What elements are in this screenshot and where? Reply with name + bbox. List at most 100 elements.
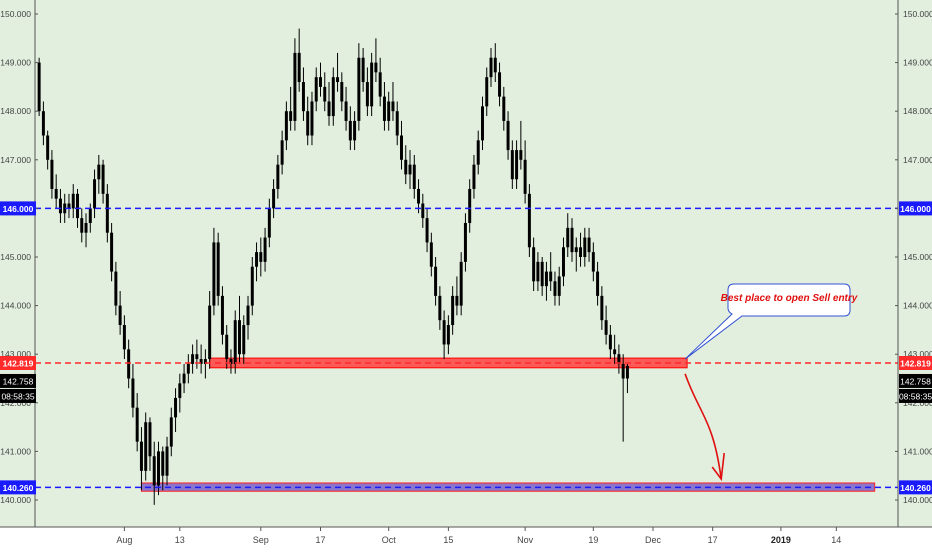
candle-body bbox=[272, 188, 276, 209]
level-lines bbox=[35, 207, 898, 489]
candle-body bbox=[625, 365, 629, 379]
candle-body bbox=[493, 57, 497, 73]
level-badge-right-text: 140.260 bbox=[900, 483, 931, 493]
candle-body bbox=[370, 62, 374, 107]
candle-body bbox=[93, 179, 97, 209]
candle-body bbox=[387, 101, 391, 121]
y-tick-label: 148.000 bbox=[903, 106, 932, 116]
candle-body bbox=[331, 77, 335, 117]
candle-body bbox=[250, 266, 254, 306]
candle-body bbox=[553, 281, 557, 296]
x-tick-label: 13 bbox=[175, 535, 185, 545]
candle-body bbox=[425, 218, 429, 243]
candle-body bbox=[549, 271, 553, 282]
bottom-axis-panel bbox=[0, 527, 932, 550]
candle-body bbox=[357, 57, 361, 121]
candle-body bbox=[608, 334, 612, 350]
candle-body bbox=[169, 417, 173, 447]
x-tick-label: 19 bbox=[588, 535, 598, 545]
candle-body bbox=[80, 218, 84, 233]
candle-body bbox=[613, 349, 617, 355]
candle-body bbox=[110, 232, 114, 272]
candle-body bbox=[617, 354, 621, 364]
candle-body bbox=[527, 193, 531, 248]
countdown-badge bbox=[0, 388, 36, 403]
candle-body bbox=[118, 305, 122, 326]
x-tick-label: Nov bbox=[517, 535, 534, 545]
candle-body bbox=[365, 82, 369, 107]
y-tick-label: 141.000 bbox=[0, 446, 31, 456]
candle-body bbox=[58, 198, 62, 214]
candle-body bbox=[127, 349, 131, 379]
level-badge-right bbox=[899, 355, 932, 370]
y-tick-label: 144.000 bbox=[903, 301, 932, 311]
candle-body bbox=[570, 227, 574, 253]
candle-body bbox=[148, 422, 152, 457]
x-tick-label: Aug bbox=[116, 535, 132, 545]
candle-body bbox=[238, 320, 241, 355]
y-tick-label: 144.000 bbox=[0, 301, 31, 311]
candle-body bbox=[463, 222, 467, 262]
candle-body bbox=[144, 422, 148, 471]
x-tick-label: 17 bbox=[708, 535, 718, 545]
candle-body bbox=[135, 407, 139, 442]
y-tick-label: 149.000 bbox=[0, 58, 31, 68]
candle-body bbox=[306, 111, 310, 136]
candle-body bbox=[212, 242, 216, 306]
candle-body bbox=[301, 82, 305, 112]
price-labels: 146.000 146.000 142.819 142.819 140.260 140.2… bbox=[0, 201, 932, 495]
candle-body bbox=[523, 159, 527, 194]
candle-body bbox=[208, 305, 212, 360]
callout-text: Best place to open Sell entry bbox=[721, 293, 858, 304]
candle-body bbox=[327, 101, 331, 117]
candle-body bbox=[259, 252, 263, 262]
candles bbox=[37, 28, 629, 505]
callout-box[interactable] bbox=[684, 283, 851, 360]
candle-body bbox=[566, 227, 570, 248]
candle-body bbox=[263, 237, 267, 262]
level-badge-left-text: 142.819 bbox=[3, 358, 34, 368]
current-price-text: 142.758 bbox=[900, 376, 931, 386]
level-badge-left bbox=[0, 480, 36, 495]
level-badge-right-text: 146.000 bbox=[900, 204, 931, 214]
candle-body bbox=[451, 295, 455, 326]
candle-body bbox=[314, 77, 318, 102]
candle-body bbox=[50, 159, 54, 189]
y-tick-label: 148.000 bbox=[0, 106, 31, 116]
y-tick-label: 147.000 bbox=[903, 155, 932, 165]
annotations: Best place to open Sell entry bbox=[684, 283, 858, 482]
arrow-curve bbox=[684, 373, 723, 480]
y-tick-label: 140.000 bbox=[903, 495, 932, 505]
candle-body bbox=[544, 271, 548, 287]
candle-body bbox=[574, 247, 578, 253]
candle-body bbox=[480, 106, 484, 141]
candle-body bbox=[157, 451, 160, 486]
candle-body bbox=[289, 111, 293, 121]
candle-body bbox=[510, 150, 514, 180]
candle-body bbox=[596, 271, 600, 296]
candle-body bbox=[391, 101, 395, 112]
candle-body bbox=[621, 363, 625, 379]
candle-body bbox=[280, 140, 284, 165]
candle-body bbox=[233, 320, 237, 364]
x-ticks: Aug 13 Sep 17 Oct 15 Nov 19 Dec 17 2019 14 bbox=[116, 527, 841, 545]
candle-body bbox=[532, 247, 536, 282]
candle-body bbox=[114, 271, 118, 306]
candle-body bbox=[191, 354, 195, 364]
level-badge-left bbox=[0, 201, 36, 216]
candle-body bbox=[399, 135, 403, 160]
candle-body bbox=[255, 252, 259, 267]
candle-body bbox=[459, 261, 463, 306]
candle-body bbox=[340, 82, 344, 102]
candle-body bbox=[199, 359, 203, 364]
y-tick-label: 145.000 bbox=[0, 252, 31, 262]
candle-body bbox=[600, 295, 604, 321]
candle-body bbox=[498, 72, 502, 97]
candle-body bbox=[182, 373, 186, 384]
candle-body bbox=[557, 276, 561, 296]
candle-body bbox=[408, 164, 412, 175]
countdown-badge bbox=[899, 388, 932, 403]
countdown-text: 08:58:35 bbox=[1, 391, 34, 401]
